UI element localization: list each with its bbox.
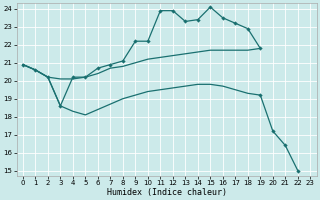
- X-axis label: Humidex (Indice chaleur): Humidex (Indice chaleur): [107, 188, 227, 197]
